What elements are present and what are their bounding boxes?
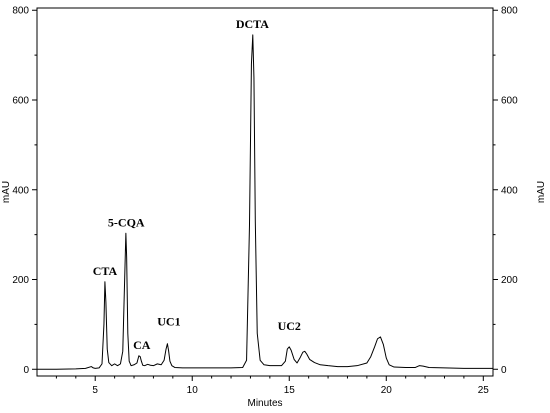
y-axis-right-ticks: 0 200 400 600 800 (493, 6, 518, 376)
x-axis-title: Minutes (247, 398, 282, 409)
y-right-tick-label: 800 (501, 6, 518, 17)
y-right-tick-label: 600 (501, 96, 518, 107)
x-tick-label: 15 (284, 385, 296, 396)
plot-frame (36, 7, 494, 377)
y-left-tick-label: 0 (23, 365, 29, 376)
y-axis-left-title: mAU (1, 181, 12, 203)
x-tick-label: 5 (92, 385, 98, 396)
y-right-tick-label: 0 (501, 365, 507, 376)
y-right-tick-label: 400 (501, 185, 518, 196)
x-axis-ticks: 5 10 15 20 25 (55, 376, 490, 396)
peak-label: CA (133, 338, 151, 352)
y-left-tick-label: 800 (12, 6, 29, 17)
y-right-tick-label: 200 (501, 275, 518, 286)
x-tick-label: 10 (187, 385, 199, 396)
peak-annotations: CTA 5-CQA CA UC1 DCTA UC2 (93, 17, 301, 352)
y-left-tick-label: 600 (12, 96, 29, 107)
peak-label: UC2 (278, 319, 301, 333)
chromatogram-trace (37, 34, 493, 370)
peak-label: CTA (93, 264, 118, 278)
peak-label: DCTA (236, 17, 269, 31)
y-axis-left-ticks: 0 200 400 600 800 (12, 6, 37, 376)
peak-label: UC1 (157, 314, 180, 328)
y-left-tick-label: 400 (12, 185, 29, 196)
y-axis-right-title: mAU (536, 181, 547, 203)
x-tick-label: 20 (381, 385, 393, 396)
y-left-tick-label: 200 (12, 275, 29, 286)
peak-label: 5-CQA (108, 216, 145, 230)
x-tick-label: 25 (478, 385, 490, 396)
